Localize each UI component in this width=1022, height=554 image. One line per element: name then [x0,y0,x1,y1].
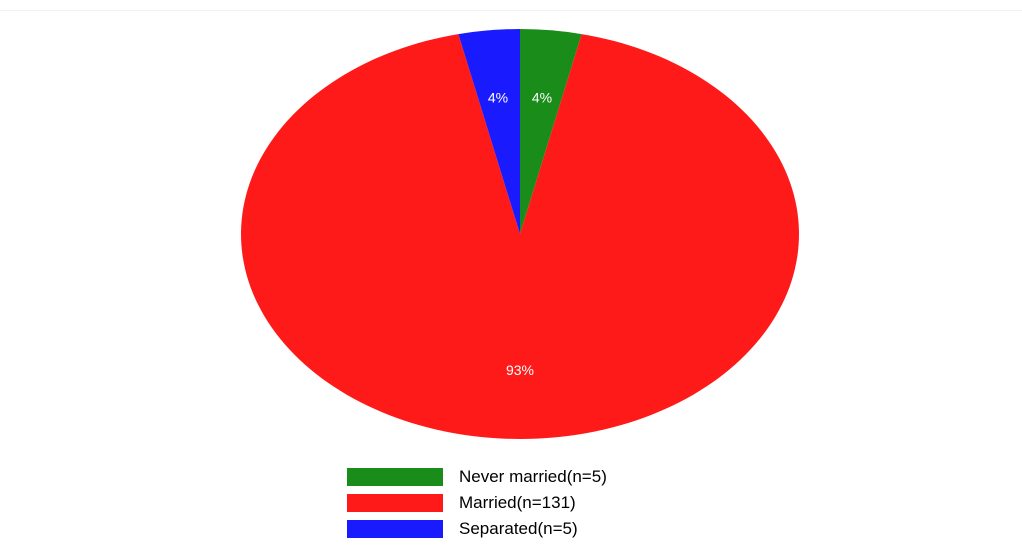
legend-label-separated: Separated(n=5) [459,519,578,538]
top-rule [0,10,1022,11]
legend-swatch-married [347,494,443,512]
legend-item-married: Married(n=131) [347,490,607,516]
legend-swatch-separated [347,520,443,538]
legend-item-separated: Separated(n=5) [347,516,607,542]
slice-label-separated: 4% [488,89,508,105]
pie-slice-married [241,34,800,439]
legend-label-never-married: Never married(n=5) [459,467,607,486]
legend-item-never-married: Never married(n=5) [347,464,607,490]
legend-label-married: Married(n=131) [459,493,576,512]
legend-swatch-never-married [347,468,443,486]
pie-chart: 4% 93% 4% [241,29,800,439]
slice-label-married: 93% [506,362,534,378]
pie-slice-never-married [520,29,582,234]
legend: Never married(n=5) Married(n=131) Separa… [347,464,607,542]
pie-slice-separated [458,29,520,234]
slice-label-never-married: 4% [532,89,552,105]
